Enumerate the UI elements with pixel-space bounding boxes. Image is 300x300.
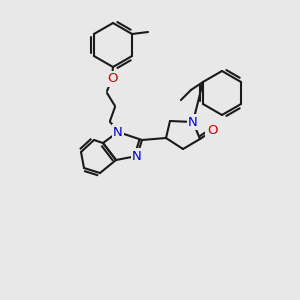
Text: O: O: [107, 73, 117, 85]
Text: N: N: [132, 149, 142, 163]
Text: O: O: [207, 124, 217, 137]
Text: N: N: [188, 116, 198, 128]
Text: N: N: [113, 125, 123, 139]
